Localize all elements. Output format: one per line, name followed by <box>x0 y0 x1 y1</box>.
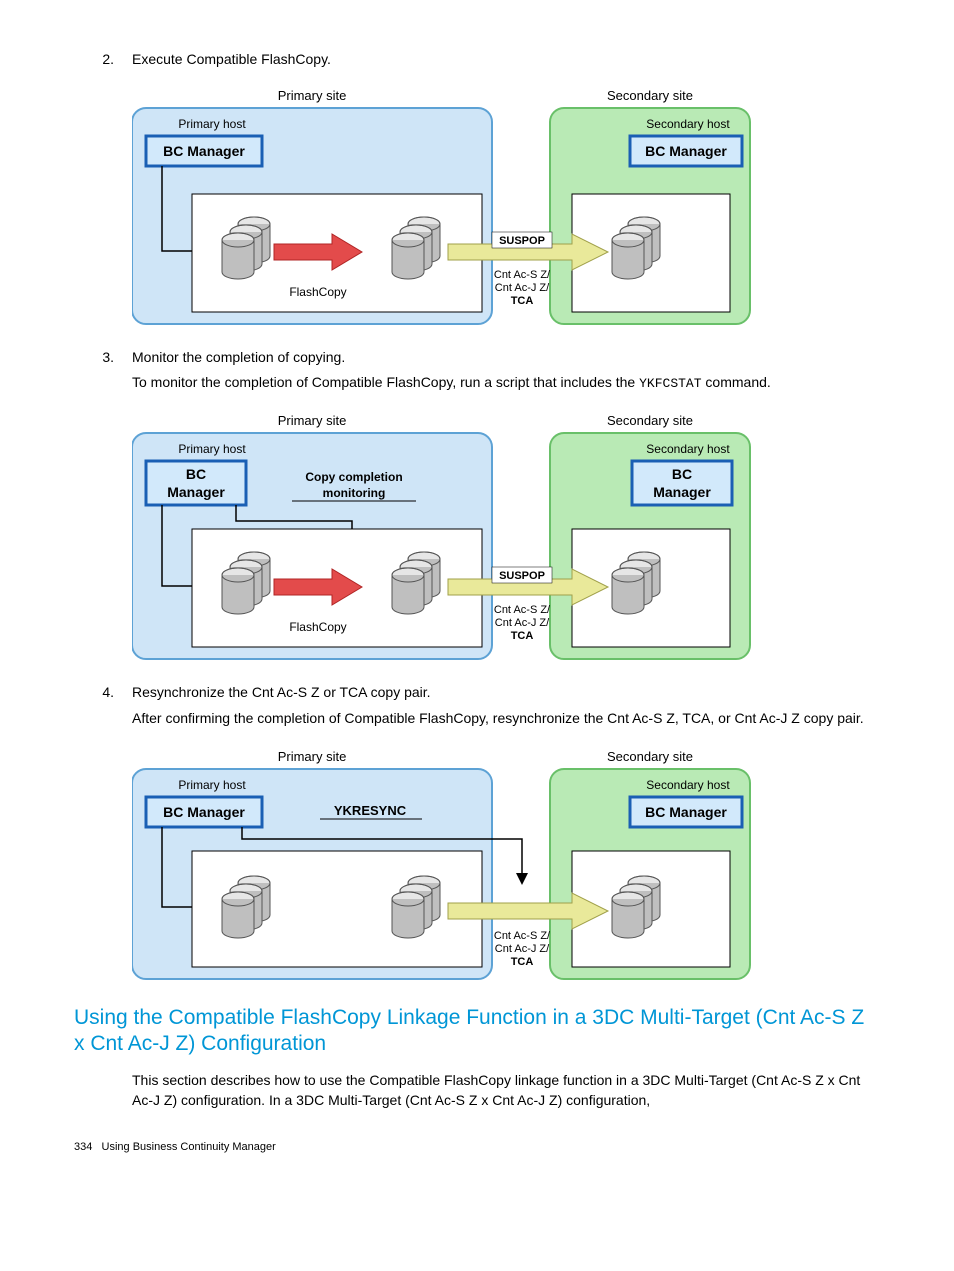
page-footer: 334 Using Business Continuity Manager <box>74 1140 880 1155</box>
monitor-l2: monitoring <box>323 486 386 500</box>
tca-l3: TCA <box>511 956 534 968</box>
bc-manager-primary: BC Manager <box>163 804 245 820</box>
step-number: 3. <box>74 348 132 402</box>
step-text: After confirming the completion of Compa… <box>132 709 876 729</box>
step-title: Execute Compatible FlashCopy. <box>132 50 876 70</box>
bc-manager-secondary: BC Manager <box>645 143 727 159</box>
suspop-label: SUSPOP <box>499 570 545 582</box>
tca-l2: Cnt Ac-J Z/ <box>495 282 550 294</box>
section-paragraph: This section describes how to use the Co… <box>132 1071 880 1110</box>
diagram-2: Primary site Secondary site Primary host… <box>74 411 880 661</box>
suspop-label: SUSPOP <box>499 235 545 247</box>
s3-text-a: To monitor the completion of Compatible … <box>132 374 639 390</box>
tca-l2: Cnt Ac-J Z/ <box>495 617 550 629</box>
primary-host-label: Primary host <box>178 442 246 456</box>
step-number: 2. <box>74 50 132 76</box>
step-2: 2. Execute Compatible FlashCopy. <box>74 50 880 326</box>
diagram-1: Primary site Secondary site Primary host… <box>74 86 880 326</box>
footer-title: Using Business Continuity Manager <box>102 1141 276 1153</box>
secondary-host-label: Secondary host <box>646 442 730 456</box>
section-heading: Using the Compatible FlashCopy Linkage F… <box>74 1005 880 1058</box>
svg-text:Manager: Manager <box>653 484 711 500</box>
ykresync-label: YKRESYNC <box>334 803 407 818</box>
secondary-host-label: Secondary host <box>646 778 730 792</box>
primary-site-label: Primary site <box>278 749 347 764</box>
tca-l3: TCA <box>511 295 534 307</box>
monitor-l1: Copy completion <box>305 470 402 484</box>
secondary-site-label: Secondary site <box>607 413 693 428</box>
step-title: Monitor the completion of copying. <box>132 348 876 368</box>
tca-l1: Cnt Ac-S Z/ <box>494 604 551 616</box>
flashcopy-label: FlashCopy <box>289 620 346 634</box>
step-3: 3. Monitor the completion of copying. To… <box>74 348 880 662</box>
diagram-3: Primary site Secondary site Primary host… <box>74 747 880 983</box>
tca-l1: Cnt Ac-S Z/ <box>494 930 551 942</box>
page-number: 334 <box>74 1141 92 1153</box>
bc-manager-secondary: BC Manager <box>645 804 727 820</box>
ykfcstat-cmd: YKFCSTAT <box>639 376 701 391</box>
tca-l3: TCA <box>511 630 534 642</box>
svg-text:BC: BC <box>672 466 692 482</box>
primary-host-label: Primary host <box>178 117 246 131</box>
secondary-site-label: Secondary site <box>607 749 693 764</box>
primary-site-label: Primary site <box>278 413 347 428</box>
step-4: 4. Resynchronize the Cnt Ac-S Z or TCA c… <box>74 683 880 982</box>
tca-l1: Cnt Ac-S Z/ <box>494 269 551 281</box>
primary-host-label: Primary host <box>178 778 246 792</box>
step-number: 4. <box>74 683 132 736</box>
svg-text:Manager: Manager <box>167 484 225 500</box>
secondary-host-label: Secondary host <box>646 117 730 131</box>
svg-text:BC: BC <box>186 466 206 482</box>
secondary-site-label: Secondary site <box>607 88 693 103</box>
tca-l2: Cnt Ac-J Z/ <box>495 943 550 955</box>
step-text: To monitor the completion of Compatible … <box>132 373 876 393</box>
s3-text-b: command. <box>702 374 771 390</box>
step-title: Resynchronize the Cnt Ac-S Z or TCA copy… <box>132 683 876 703</box>
bc-manager-primary: BC Manager <box>163 143 245 159</box>
flashcopy-label: FlashCopy <box>289 285 346 299</box>
primary-site-label: Primary site <box>278 88 347 103</box>
